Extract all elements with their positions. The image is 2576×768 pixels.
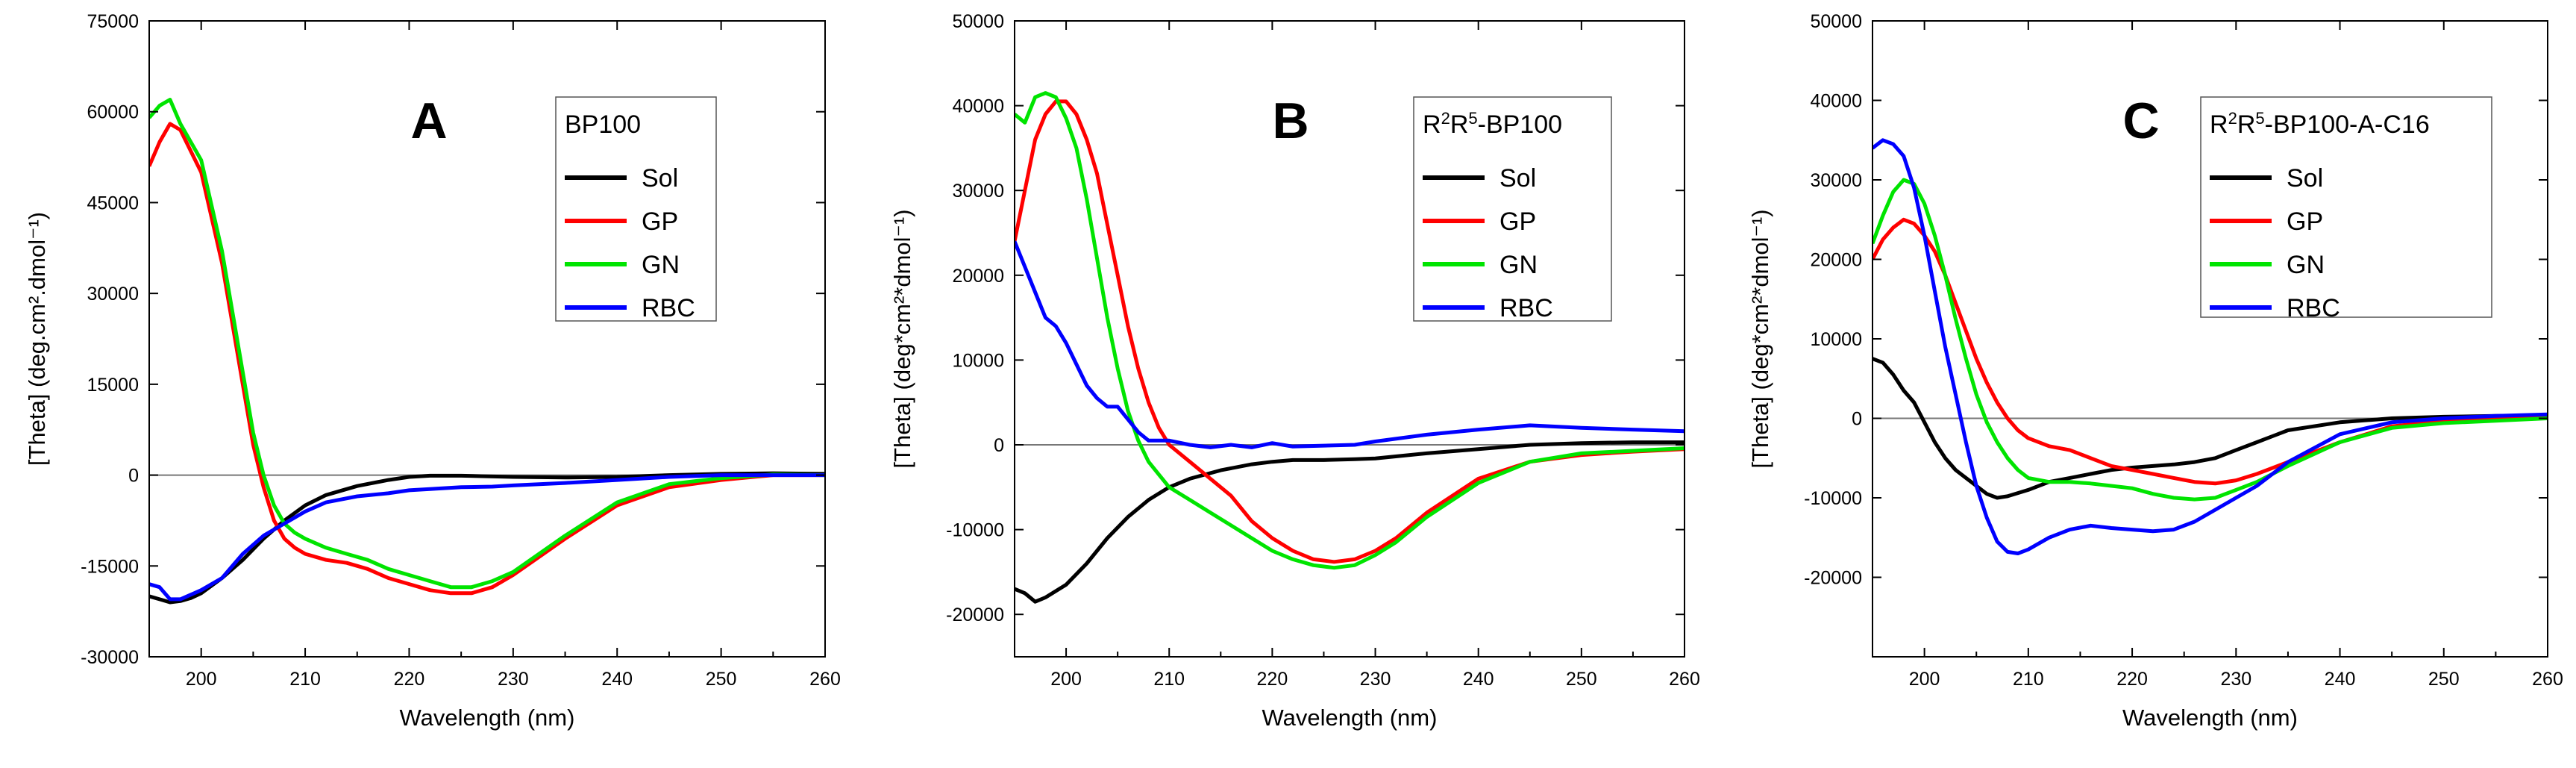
panel-letter: C: [2122, 93, 2159, 149]
series-line-sol: [1873, 357, 2548, 500]
x-tick-label: 200: [1050, 669, 1082, 690]
chart-panel-a: 200 210 220 230 240 250 260 -30000 -15000 0 15000 3…: [24, 11, 841, 731]
legend-title-sup: 5: [2255, 109, 2264, 128]
y-tick-label: -15000: [81, 556, 139, 577]
legend-box: [2200, 96, 2492, 318]
legend-title-part: -BP100-A-C16: [2265, 110, 2430, 139]
x-tick-label: 230: [498, 669, 529, 690]
legend-label-gn: GN: [1499, 251, 1538, 279]
x-tick-label: 200: [1909, 669, 1940, 690]
legend-label-sol: Sol: [642, 164, 678, 193]
legend-title-part: R: [2210, 110, 2228, 139]
legend-title-part: R: [1423, 110, 1441, 139]
y-tick-label: -20000: [946, 605, 1004, 625]
series-line-gp: [149, 122, 825, 596]
x-tick-label: 200: [186, 669, 217, 690]
x-tick-label: 210: [2013, 669, 2044, 690]
x-tick-label: 230: [1360, 669, 1391, 690]
legend-title: R2R5-BP100: [1423, 109, 1562, 139]
legend-title-sup: 2: [2228, 109, 2237, 128]
y-tick-label: -30000: [81, 647, 139, 668]
legend-label-rbc: RBC: [642, 294, 695, 322]
x-tick-label: 220: [1257, 669, 1288, 690]
y-tick-label: 30000: [87, 284, 139, 305]
y-tick-label: 20000: [952, 266, 1004, 287]
x-axis-label: Wavelength (nm): [1262, 705, 1438, 731]
plot-frame: [148, 20, 826, 658]
series-line-gp: [1015, 99, 1685, 564]
x-tick-label: 250: [706, 669, 737, 690]
y-tick-label: 0: [994, 435, 1004, 456]
plot-frame: [1014, 20, 1685, 658]
x-tick-label: 240: [1463, 669, 1494, 690]
y-axis-label: [Theta] (deg*cm²*dmol⁻¹): [1747, 209, 1773, 468]
x-tick-label: 260: [2532, 669, 2563, 690]
series-line-gp: [1873, 217, 2548, 486]
y-tick-label: 50000: [952, 11, 1004, 32]
legend-title: R2R5-BP100-A-C16: [2210, 109, 2430, 139]
y-tick-label: 15000: [87, 375, 139, 396]
y-tick-label: 40000: [952, 96, 1004, 117]
y-tick-label: 10000: [1810, 329, 1862, 350]
legend-title-sup: 5: [1468, 109, 1477, 128]
x-tick-label: 250: [1566, 669, 1597, 690]
legend-label-gp: GP: [1499, 207, 1536, 236]
legend-title-part: -BP100: [1478, 110, 1562, 139]
y-tick-label: -10000: [1804, 488, 1862, 509]
series-line-rbc: [1015, 240, 1685, 449]
x-tick-label: 230: [2220, 669, 2251, 690]
legend-title-sup: 2: [1441, 109, 1450, 128]
legend-title-part: R: [2237, 110, 2256, 139]
x-tick-label: 210: [1153, 669, 1185, 690]
series-line-gn: [1015, 91, 1685, 570]
legend-label-rbc: RBC: [2287, 294, 2340, 322]
x-tick-label: 220: [2116, 669, 2148, 690]
y-tick-label: 30000: [952, 181, 1004, 202]
y-axis-label: [Theta] (deg*cm²*dmol⁻¹): [889, 209, 915, 468]
x-tick-label: 240: [601, 669, 633, 690]
x-tick-label: 250: [2428, 669, 2460, 690]
x-tick-label: 210: [289, 669, 321, 690]
y-tick-label: -10000: [946, 520, 1004, 541]
legend-title-part: R: [1450, 110, 1469, 139]
legend-box: [555, 96, 717, 322]
series-line-sol: [149, 471, 825, 605]
x-tick-label: 260: [809, 669, 841, 690]
y-tick-label: 0: [128, 466, 139, 487]
x-tick-label: 220: [394, 669, 425, 690]
y-tick-label: 30000: [1810, 170, 1862, 191]
y-tick-label: 10000: [952, 350, 1004, 371]
series-line-gn: [149, 98, 825, 590]
legend-label-sol: Sol: [2287, 164, 2323, 193]
series-line-rbc: [149, 473, 825, 602]
chart-panel-c: 200 210 220 230 240 250 260 -20000 -10000 0 10000 2…: [1747, 11, 2563, 731]
x-axis-label: Wavelength (nm): [400, 705, 575, 731]
series-line-sol: [1015, 440, 1685, 604]
legend-label-gn: GN: [642, 251, 680, 279]
y-tick-label: 20000: [1810, 250, 1862, 271]
panel-letter: B: [1272, 93, 1309, 149]
x-axis-label: Wavelength (nm): [2122, 705, 2298, 731]
x-tick-label: 260: [1669, 669, 1700, 690]
panel-letter: A: [410, 93, 447, 149]
y-tick-label: 50000: [1810, 11, 1862, 32]
y-tick-label: -20000: [1804, 568, 1862, 589]
legend-title: BP100: [565, 110, 641, 139]
y-tick-label: 0: [1852, 409, 1862, 430]
chart-panel-b: 200 210 220 230 240 250 260 -20000 -10000 0 10000 2…: [889, 11, 1700, 731]
legend-box: [1413, 96, 1612, 322]
legend-label-rbc: RBC: [1499, 294, 1553, 322]
series-line-rbc: [1873, 138, 2548, 555]
y-tick-label: 45000: [87, 193, 139, 213]
legend-label-gp: GP: [642, 207, 678, 236]
legend-label-sol: Sol: [1499, 164, 1536, 193]
legend-label-gn: GN: [2287, 251, 2325, 279]
y-tick-label: 60000: [87, 102, 139, 123]
x-tick-label: 240: [2325, 669, 2356, 690]
legend-label-gp: GP: [2287, 207, 2323, 236]
y-tick-label: 40000: [1810, 91, 1862, 112]
y-tick-label: 75000: [87, 11, 139, 32]
y-axis-label: [Theta] (deg.cm².dmol⁻¹): [24, 212, 50, 466]
